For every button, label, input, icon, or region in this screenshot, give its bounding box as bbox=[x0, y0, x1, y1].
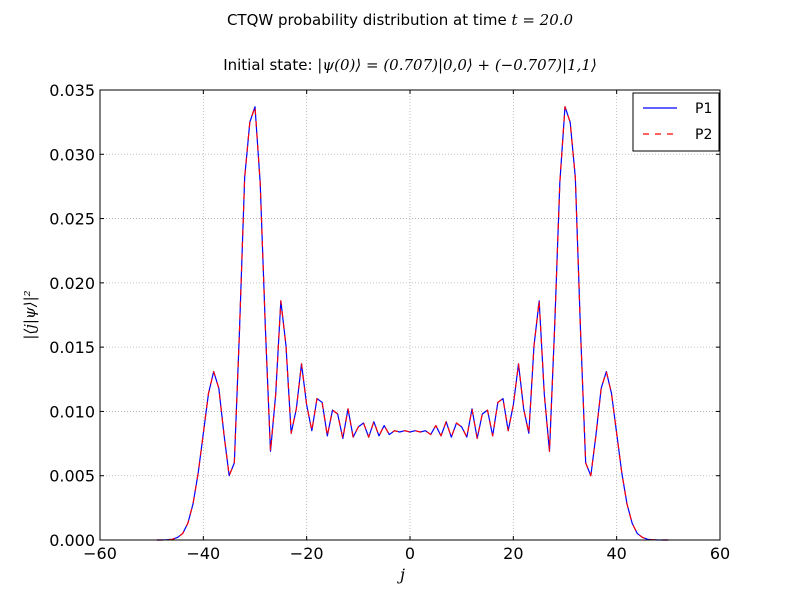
chart-title-text: CTQW probability distribution at time bbox=[226, 11, 512, 29]
chart-subtitle-math: |ψ(0)⟩ = (0.707)|0,0⟩ + (−0.707)|1,1⟩ bbox=[317, 56, 597, 74]
y-tick-label: 0.010 bbox=[49, 402, 95, 421]
series-line-p1 bbox=[156, 106, 669, 541]
chart-subtitle-text: Initial state: bbox=[223, 56, 318, 74]
x-tick-label: −20 bbox=[290, 544, 324, 563]
grid-lines bbox=[100, 90, 720, 540]
x-tick-label: 60 bbox=[710, 544, 730, 563]
x-tick-label: 0 bbox=[405, 544, 415, 563]
series-lines bbox=[156, 106, 669, 541]
y-tick-label: 0.005 bbox=[49, 467, 95, 486]
axis-ticks: −60 −40 −20 0 20 40 60 0.000 0.005 0.010 0.015 0.02… bbox=[49, 81, 730, 563]
y-axis-label: |⟨j|ψ⟩|² bbox=[21, 290, 39, 340]
y-tick-label: 0.000 bbox=[49, 531, 95, 550]
x-axis-label: j bbox=[400, 565, 405, 584]
x-tick-label: 20 bbox=[503, 544, 523, 563]
legend: P1 P2 bbox=[632, 92, 720, 152]
chart-title-math: t = 20.0 bbox=[511, 11, 574, 29]
y-tick-label: 0.025 bbox=[49, 210, 95, 229]
chart-subtitle: Initial state: |ψ(0)⟩ = (0.707)|0,0⟩ + (… bbox=[0, 56, 800, 74]
y-tick-label: 0.020 bbox=[49, 274, 95, 293]
legend-label: P2 bbox=[695, 127, 712, 143]
chart-title: CTQW probability distribution at time t … bbox=[0, 11, 800, 29]
y-tick-label: 0.035 bbox=[49, 81, 95, 100]
x-tick-label: −60 bbox=[83, 544, 117, 563]
legend-label: P1 bbox=[695, 101, 712, 117]
y-tick-label: 0.015 bbox=[49, 338, 95, 357]
x-tick-label: 40 bbox=[606, 544, 626, 563]
series-line-p2 bbox=[156, 106, 669, 541]
legend-box bbox=[632, 92, 720, 152]
x-tick-label: −40 bbox=[186, 544, 220, 563]
y-tick-label: 0.030 bbox=[49, 145, 95, 164]
